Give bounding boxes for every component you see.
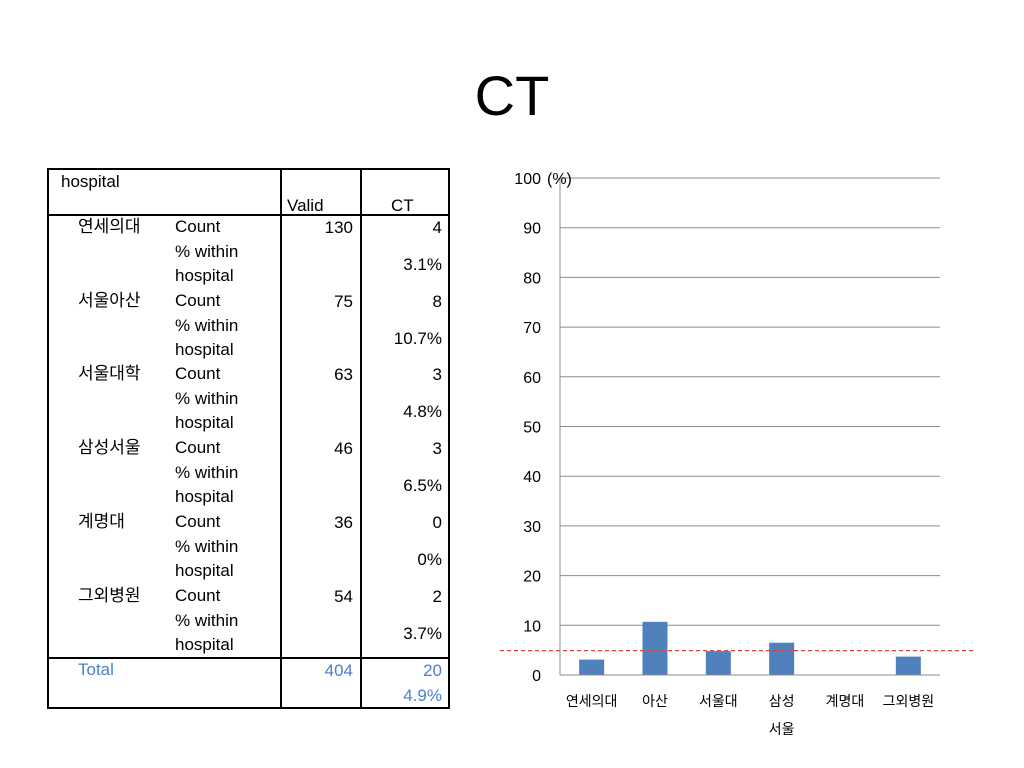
row-valid: 130 — [324, 218, 353, 237]
y-tick-label: 30 — [523, 519, 541, 536]
total-divider — [49, 657, 448, 659]
row-pct-label-1: % within — [175, 242, 239, 261]
chart-x-labels: 연세의대 아산 서울대 삼성서울 계명대 그외병원 — [566, 694, 934, 738]
bar — [895, 656, 921, 675]
row-pct-label-2: hospital — [175, 413, 234, 433]
row-hospital-name: 서울대학 — [78, 364, 141, 384]
row-pct-label-2: hospital — [175, 487, 234, 507]
row-valid: 36 — [334, 512, 353, 532]
row-pct-label-1: % within — [175, 610, 239, 630]
y-tick-label: 90 — [523, 221, 541, 238]
row-hospital-name: 서울아산 — [78, 290, 141, 310]
crosstab-table: hospital Valid CT 연세의대 Count % within hospi… — [47, 168, 450, 709]
row-valid: 54 — [334, 586, 353, 606]
row-ct-count: 2 — [432, 586, 442, 606]
y-tick-label: 20 — [523, 569, 541, 586]
row-ct-pct: 4.8% — [403, 402, 442, 422]
row-ct-pct: 0% — [417, 549, 442, 569]
x-tick-label: 서울대 — [699, 694, 738, 710]
row-count-label: Count — [175, 585, 221, 605]
header-hospital: hospital — [61, 172, 120, 191]
row-pct-label-2: hospital — [175, 634, 234, 654]
bar — [579, 659, 605, 675]
row-ct-count: 4 — [432, 218, 442, 237]
row-ct-count: 3 — [432, 439, 442, 459]
row-hospital-name: 연세의대 — [78, 217, 141, 236]
row-valid: 63 — [334, 365, 353, 385]
row-valid: 46 — [334, 439, 353, 459]
total-ct-pct: 4.9% — [403, 686, 442, 705]
chart-gridlines — [560, 177, 940, 626]
row-hospital-name: 그외병원 — [78, 585, 141, 605]
x-tick-label: 연세의대 — [566, 694, 618, 710]
ct-bar-chart: 0 10 20 30 40 50 60 70 80 90 100 연세의대 아산 서울대 삼성서울 계명대 그… — [500, 171, 976, 738]
x-tick-label: 아산 — [642, 694, 668, 710]
row-pct-label-2: hospital — [175, 560, 234, 580]
row-count-label: Count — [175, 511, 221, 531]
row-ct-pct: 3.7% — [403, 623, 442, 643]
row-ct-count: 0 — [432, 512, 442, 532]
row-count-label: Count — [175, 364, 221, 384]
x-tick-label: 계명대 — [826, 694, 865, 710]
col-divider-2 — [360, 170, 362, 707]
row-pct-label-1: % within — [175, 315, 239, 335]
row-pct-label-1: % within — [175, 536, 239, 556]
total-label: Total — [78, 660, 114, 679]
total-ct-count: 20 — [423, 661, 442, 680]
chart-bars — [579, 621, 921, 675]
y-axis-unit-label: (%) — [547, 171, 572, 188]
row-pct-label-2: hospital — [175, 339, 234, 359]
row-ct-pct: 3.1% — [403, 255, 442, 274]
y-tick-label: 0 — [532, 668, 541, 685]
slide-title: CT — [474, 64, 550, 127]
y-tick-label: 80 — [523, 270, 541, 287]
row-valid: 75 — [334, 291, 353, 311]
total-valid: 404 — [324, 661, 353, 680]
y-tick-label: 100 — [514, 171, 541, 188]
row-ct-pct: 10.7% — [393, 328, 442, 348]
x-tick-label: 그외병원 — [883, 694, 935, 710]
header-valid: Valid — [287, 196, 324, 215]
x-tick-label: 삼성 — [769, 694, 795, 710]
row-ct-pct: 6.5% — [403, 476, 442, 496]
row-pct-label-1: % within — [175, 463, 239, 483]
row-ct-count: 8 — [432, 291, 442, 311]
bar — [769, 642, 795, 675]
col-divider-1 — [280, 170, 282, 707]
row-hospital-name: 삼성서울 — [78, 438, 141, 458]
row-hospital-name: 계명대 — [78, 511, 125, 531]
y-tick-label: 40 — [523, 469, 541, 486]
row-ct-count: 3 — [432, 365, 442, 385]
y-tick-label: 50 — [523, 420, 541, 437]
bar — [642, 621, 668, 675]
row-count-label: Count — [175, 438, 221, 458]
bar — [705, 651, 731, 675]
header-divider — [49, 214, 448, 216]
row-count-label: Count — [175, 217, 221, 236]
x-tick-label: 서울 — [769, 722, 795, 738]
row-count-label: Count — [175, 290, 221, 310]
y-tick-label: 60 — [523, 370, 541, 387]
header-ct: CT — [391, 196, 414, 215]
row-pct-label-1: % within — [175, 389, 239, 409]
y-tick-label: 10 — [523, 618, 541, 635]
chart-y-ticks: 0 10 20 30 40 50 60 70 80 90 100 — [514, 171, 541, 685]
y-tick-label: 70 — [523, 320, 541, 337]
row-pct-label-2: hospital — [175, 266, 234, 285]
